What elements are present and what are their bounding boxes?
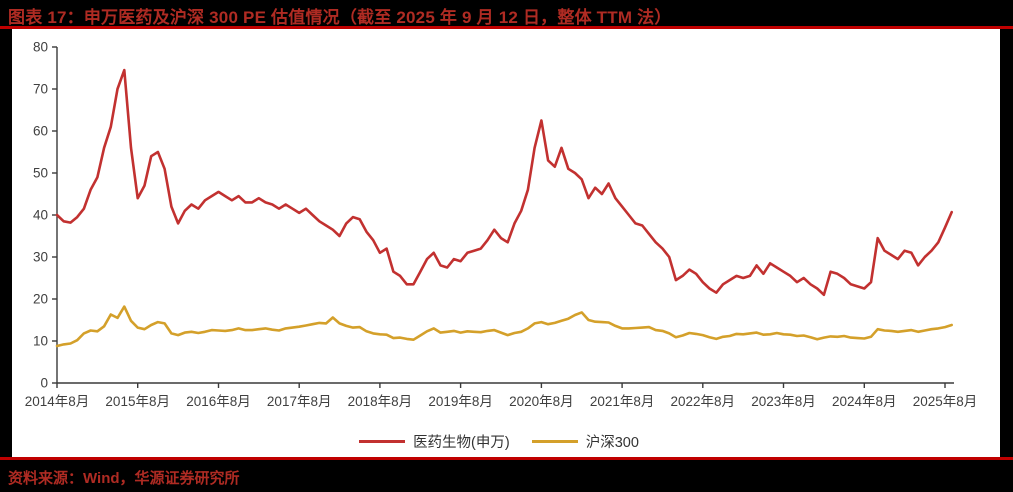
x-tick-label: 2019年8月 xyxy=(428,394,493,409)
footer-band: 资料来源：Wind，华源证券研究所 xyxy=(0,460,1013,492)
x-tick-label: 2017年8月 xyxy=(267,394,332,409)
csi300-series-line xyxy=(55,305,954,348)
y-tick-label: 40 xyxy=(33,208,48,223)
x-tick-label: 2023年8月 xyxy=(751,394,816,409)
source-note: 资料来源：Wind，华源证券研究所 xyxy=(8,470,240,487)
title-band: 图表 17：申万医药及沪深 300 PE 估值情况（截至 2025 年 9 月 … xyxy=(0,0,1013,27)
chart-legend: 医药生物(申万) 沪深300 xyxy=(12,428,1000,454)
csi300-series-swatch xyxy=(531,439,578,443)
page-title: 图表 17：申万医药及沪深 300 PE 估值情况（截至 2025 年 9 月 … xyxy=(8,8,672,27)
x-tick-label: 2016年8月 xyxy=(186,394,251,409)
x-tick-label: 2024年8月 xyxy=(832,394,897,409)
pharma-series-line xyxy=(55,68,954,297)
y-tick-label: 60 xyxy=(33,124,48,139)
pe-line-chart: 0 10 20 30 40 50 60 70 80 2014年8月 2015年8月 2016年8月 20… xyxy=(25,40,978,410)
x-tick-label: 2018年8月 xyxy=(348,394,413,409)
y-tick-label: 30 xyxy=(33,250,48,265)
x-tick-label: 2014年8月 xyxy=(25,394,90,409)
x-tick-label: 2022年8月 xyxy=(671,394,736,409)
y-tick-label: 70 xyxy=(33,82,48,97)
y-tick-label: 20 xyxy=(33,292,48,307)
source-divider-rule xyxy=(0,457,1013,460)
x-tick-label: 2020年8月 xyxy=(509,394,574,409)
csi300-series-label: 沪深300 xyxy=(585,434,639,451)
x-tick-label: 2015年8月 xyxy=(105,394,170,409)
pharma-series-label: 医药生物(申万) xyxy=(413,434,510,451)
x-tick-label: 2021年8月 xyxy=(590,394,655,409)
y-tick-label: 0 xyxy=(40,376,48,391)
title-underline-rule xyxy=(0,26,1013,29)
x-tick-label: 2025年8月 xyxy=(913,394,978,409)
y-tick-label: 80 xyxy=(33,40,48,55)
y-tick-label: 50 xyxy=(33,166,48,181)
chart-card: 0 10 20 30 40 50 60 70 80 2014年8月 2015年8月 2016年8月 20… xyxy=(12,29,1000,457)
y-tick-label: 10 xyxy=(33,334,48,349)
pharma-series-swatch xyxy=(359,439,406,443)
